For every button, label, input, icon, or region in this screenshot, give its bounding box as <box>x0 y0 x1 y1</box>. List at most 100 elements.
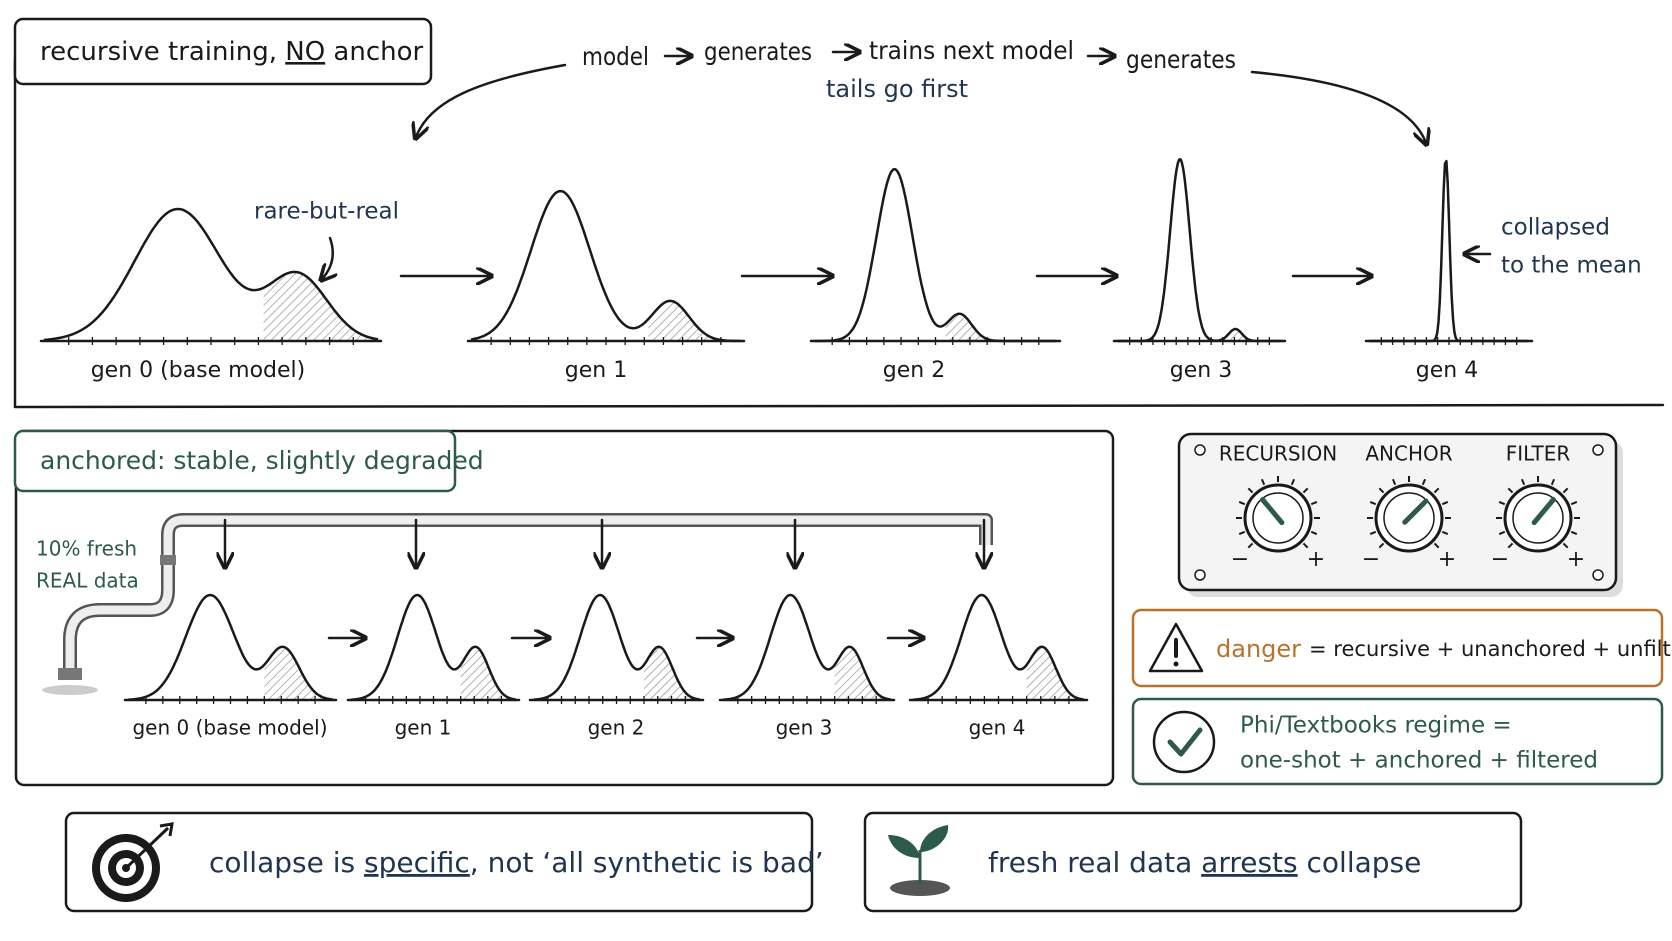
knob-tick <box>1562 542 1569 549</box>
knob-inner <box>1512 492 1564 544</box>
takeaway-part: fresh real data <box>988 846 1201 879</box>
plant-icon <box>888 825 950 896</box>
distribution-curve <box>470 189 742 343</box>
gen-label: gen 0 (base model) <box>91 358 306 383</box>
danger-word: danger <box>1216 635 1301 663</box>
takeaway-part: collapse is <box>209 846 364 879</box>
knob-tick <box>1369 501 1377 506</box>
knob-tick <box>1433 542 1440 549</box>
tail-arrow <box>322 236 333 279</box>
takeaway-part: , not ‘all synthetic is bad’ <box>470 846 824 879</box>
distribution-curve <box>1368 159 1530 343</box>
distribution-curve <box>1116 158 1283 343</box>
knob-tick <box>1247 487 1254 494</box>
knob-max: + <box>1307 547 1325 572</box>
anchored-title: anchored: stable, slightly degraded <box>40 446 484 475</box>
tail-note: rare-but-real <box>254 199 399 225</box>
knob-min: − <box>1231 547 1249 572</box>
loop-arrow <box>416 63 567 137</box>
top-distributions: gen 0 (base model) gen 1 gen 2 gen 3 gen 4 <box>39 158 1534 383</box>
knob-tick <box>1507 487 1514 494</box>
distribution-curve <box>722 593 892 701</box>
gen-label: gen 2 <box>883 358 945 383</box>
distribution-curve <box>813 167 1058 343</box>
knob-min: − <box>1491 547 1509 572</box>
takeaway-emphasis: specific <box>364 846 470 879</box>
flow-step: generates <box>704 37 812 66</box>
tail-hatch <box>1026 646 1083 700</box>
knob-label: FILTER <box>1506 442 1571 466</box>
takeaway-emphasis: arrests <box>1201 846 1297 879</box>
flow-step: model <box>582 42 649 71</box>
tail-hatch <box>945 313 1056 341</box>
top-title-box <box>13 17 433 86</box>
knob-tick <box>1310 530 1318 535</box>
knob-tick <box>1562 487 1569 494</box>
flow-step: generates <box>1126 45 1236 74</box>
regime-line: Phi/Textbooks regime = <box>1240 713 1512 739</box>
tail-hatch <box>1228 329 1281 341</box>
danger-text: danger = recursive + unanchored + unfilte… <box>1216 635 1672 663</box>
loop-arrow <box>1250 70 1426 143</box>
pipe <box>42 513 993 695</box>
knob-max: + <box>1438 547 1456 572</box>
tail-hatch <box>460 646 515 700</box>
distribution-curve <box>127 593 334 701</box>
top-title: recursive training, NO anchor <box>40 37 424 67</box>
knob-inner <box>1383 492 1435 544</box>
check-icon <box>1152 710 1216 774</box>
knob-tick <box>1498 501 1506 506</box>
source-label: REAL data <box>36 569 139 593</box>
danger-rest: = recursive + unanchored + unfiltered <box>1309 637 1672 661</box>
gen-label: gen 1 <box>395 716 452 740</box>
knob-tick <box>1378 542 1385 549</box>
takeaway-box <box>863 811 1523 913</box>
regime-line: one-shot + anchored + filtered <box>1240 748 1598 774</box>
knob-tick <box>1421 478 1426 486</box>
knob-tick <box>1290 478 1295 486</box>
flow-note: tails go first <box>826 75 968 103</box>
gen-label: gen 1 <box>565 358 627 383</box>
gen-label: gen 4 <box>969 716 1026 740</box>
tail-hatch <box>648 300 740 341</box>
gen-label: gen 0 (base model) <box>132 716 327 740</box>
collapse-note: collapsed <box>1501 215 1610 241</box>
knob-pointer <box>1402 498 1429 525</box>
title-part: anchor <box>325 37 423 67</box>
knob-label: RECURSION <box>1219 442 1337 466</box>
screw <box>1194 569 1206 581</box>
knobs: RECURSION − + ANCHOR − + FILTER − + <box>1194 442 1604 581</box>
knob-min: − <box>1362 547 1380 572</box>
tail-hatch <box>264 646 332 700</box>
knob-tick <box>1498 530 1506 535</box>
knob-pointer <box>1260 497 1285 526</box>
collapse-note: to the mean <box>1501 253 1642 279</box>
takeaway-box <box>64 811 814 913</box>
takeaway-part: collapse <box>1298 846 1422 879</box>
distribution-curve <box>912 593 1085 701</box>
top-panel <box>13 58 1665 409</box>
check-icon <box>1167 727 1203 757</box>
knob-tick <box>1441 501 1449 506</box>
knob-label: ANCHOR <box>1365 442 1452 466</box>
knob-tick <box>1302 542 1309 549</box>
knob-tick <box>1570 530 1578 535</box>
knob-tick <box>1392 478 1397 486</box>
knob-tick <box>1238 501 1246 506</box>
gen-label: gen 2 <box>588 716 645 740</box>
knob-tick <box>1378 487 1385 494</box>
knob-tick <box>1247 542 1254 549</box>
takeaway-text: fresh real data arrests collapse <box>988 846 1421 879</box>
knob-tick <box>1550 478 1555 486</box>
knob-tick <box>1310 501 1318 506</box>
title-emphasis: NO <box>285 37 325 67</box>
anchored-title-box <box>13 429 457 493</box>
gen-label: gen 3 <box>1170 358 1232 383</box>
distribution-curve <box>350 593 517 701</box>
tail-hatch <box>263 271 377 341</box>
tail-hatch <box>834 646 890 700</box>
knob-tick <box>1570 501 1578 506</box>
gen-label: gen 3 <box>776 716 833 740</box>
danger-box <box>1131 608 1664 688</box>
